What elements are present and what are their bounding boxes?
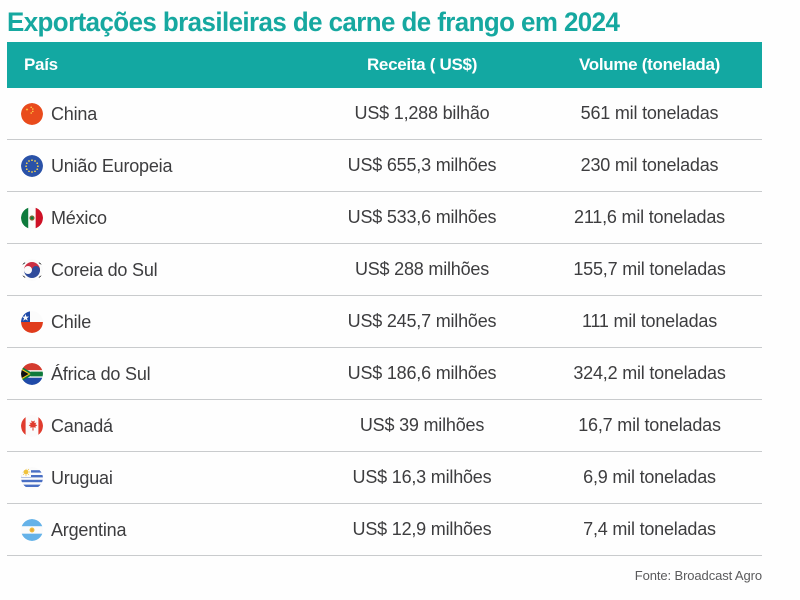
country-name: União Europeia [51, 155, 173, 176]
cell-revenue: US$ 39 milhões [359, 415, 485, 435]
table-row: Canadá US$ 39 milhões 16,7 mil toneladas [7, 400, 762, 452]
column-header-revenue: Receita ( US$) [366, 55, 478, 74]
cell-country: Argentina [7, 518, 307, 541]
cell-country: Coreia do Sul [7, 258, 307, 281]
table-row: União Europeia US$ 655,3 milhões 230 mil t… [7, 140, 762, 192]
country-name: Argentina [51, 519, 127, 540]
table-row: África do Sul US$ 186,6 milhões 324,2 mil … [7, 348, 762, 400]
cell-revenue: US$ 288 milhões [354, 259, 490, 279]
table-row: Uruguai US$ 16,3 milhões 6,9 mil toneladas [7, 452, 762, 504]
cell-volume: 6,9 mil toneladas [583, 467, 716, 487]
country-name: Coreia do Sul [51, 259, 158, 280]
cell-revenue: US$ 1,288 bilhão [354, 103, 490, 123]
flag-uruguay-icon [21, 466, 43, 489]
table-row: México US$ 533,6 milhões 211,6 mil tonelad… [7, 192, 762, 244]
cell-volume: 7,4 mil toneladas [583, 519, 716, 539]
flag-south-korea-icon [21, 258, 43, 281]
country-name: Chile [51, 311, 92, 332]
cell-country: Uruguai [7, 466, 307, 489]
cell-revenue: US$ 186,6 milhões [347, 363, 497, 383]
country-name: China [51, 103, 98, 124]
page-title: Exportações brasileiras de carne de fran… [7, 7, 620, 37]
flag-china-icon [21, 102, 43, 125]
cell-volume: 230 mil toneladas [580, 155, 719, 175]
column-header-volume: Volume (tonelada) [579, 55, 720, 74]
country-name: Canadá [51, 415, 113, 436]
cell-revenue: US$ 12,9 milhões [352, 519, 492, 539]
country-name: Uruguai [51, 467, 113, 488]
cell-country: Chile [7, 310, 307, 333]
flag-south-africa-icon [21, 362, 43, 385]
table-row: Argentina US$ 12,9 milhões 7,4 mil tonelad… [7, 504, 762, 556]
cell-volume: 16,7 mil toneladas [578, 415, 721, 435]
cell-country: União Europeia [7, 154, 307, 177]
table-row: Coreia do Sul US$ 288 milhões 155,7 mil to… [7, 244, 762, 296]
cell-country: México [7, 206, 307, 229]
cell-revenue: US$ 16,3 milhões [352, 467, 492, 487]
flag-canada-icon [21, 414, 43, 437]
cell-volume: 211,6 mil toneladas [574, 207, 725, 227]
flag-european-union-icon [21, 154, 43, 177]
table-row: China US$ 1,288 bilhão 561 mil toneladas [7, 88, 762, 140]
cell-volume: 155,7 mil toneladas [573, 259, 726, 279]
cell-revenue: US$ 245,7 milhões [347, 311, 497, 331]
column-header-country: País [24, 55, 58, 74]
table-header-row: País Receita ( US$) Volume (tonelada) [7, 42, 762, 88]
cell-country: China [7, 102, 307, 125]
cell-revenue: US$ 533,6 milhões [347, 207, 497, 227]
country-name: México [51, 207, 107, 228]
cell-country: África do Sul [7, 362, 307, 385]
table-body: China US$ 1,288 bilhão 561 mil toneladas Un… [7, 88, 762, 556]
cell-country: Canadá [7, 414, 307, 437]
cell-volume: 561 mil toneladas [580, 103, 719, 123]
exports-table: País Receita ( US$) Volume (tonelada) Ch… [7, 42, 762, 556]
cell-revenue: US$ 655,3 milhões [347, 155, 497, 175]
source-note: Fonte: Broadcast Agro [634, 568, 762, 583]
country-name: África do Sul [51, 363, 151, 384]
flag-mexico-icon [21, 206, 43, 229]
cell-volume: 111 mil toneladas [581, 311, 718, 331]
cell-volume: 324,2 mil toneladas [573, 363, 726, 383]
flag-chile-icon [21, 310, 43, 333]
flag-argentina-icon [21, 518, 43, 541]
table-row: Chile US$ 245,7 milhões 111 mil toneladas [7, 296, 762, 348]
